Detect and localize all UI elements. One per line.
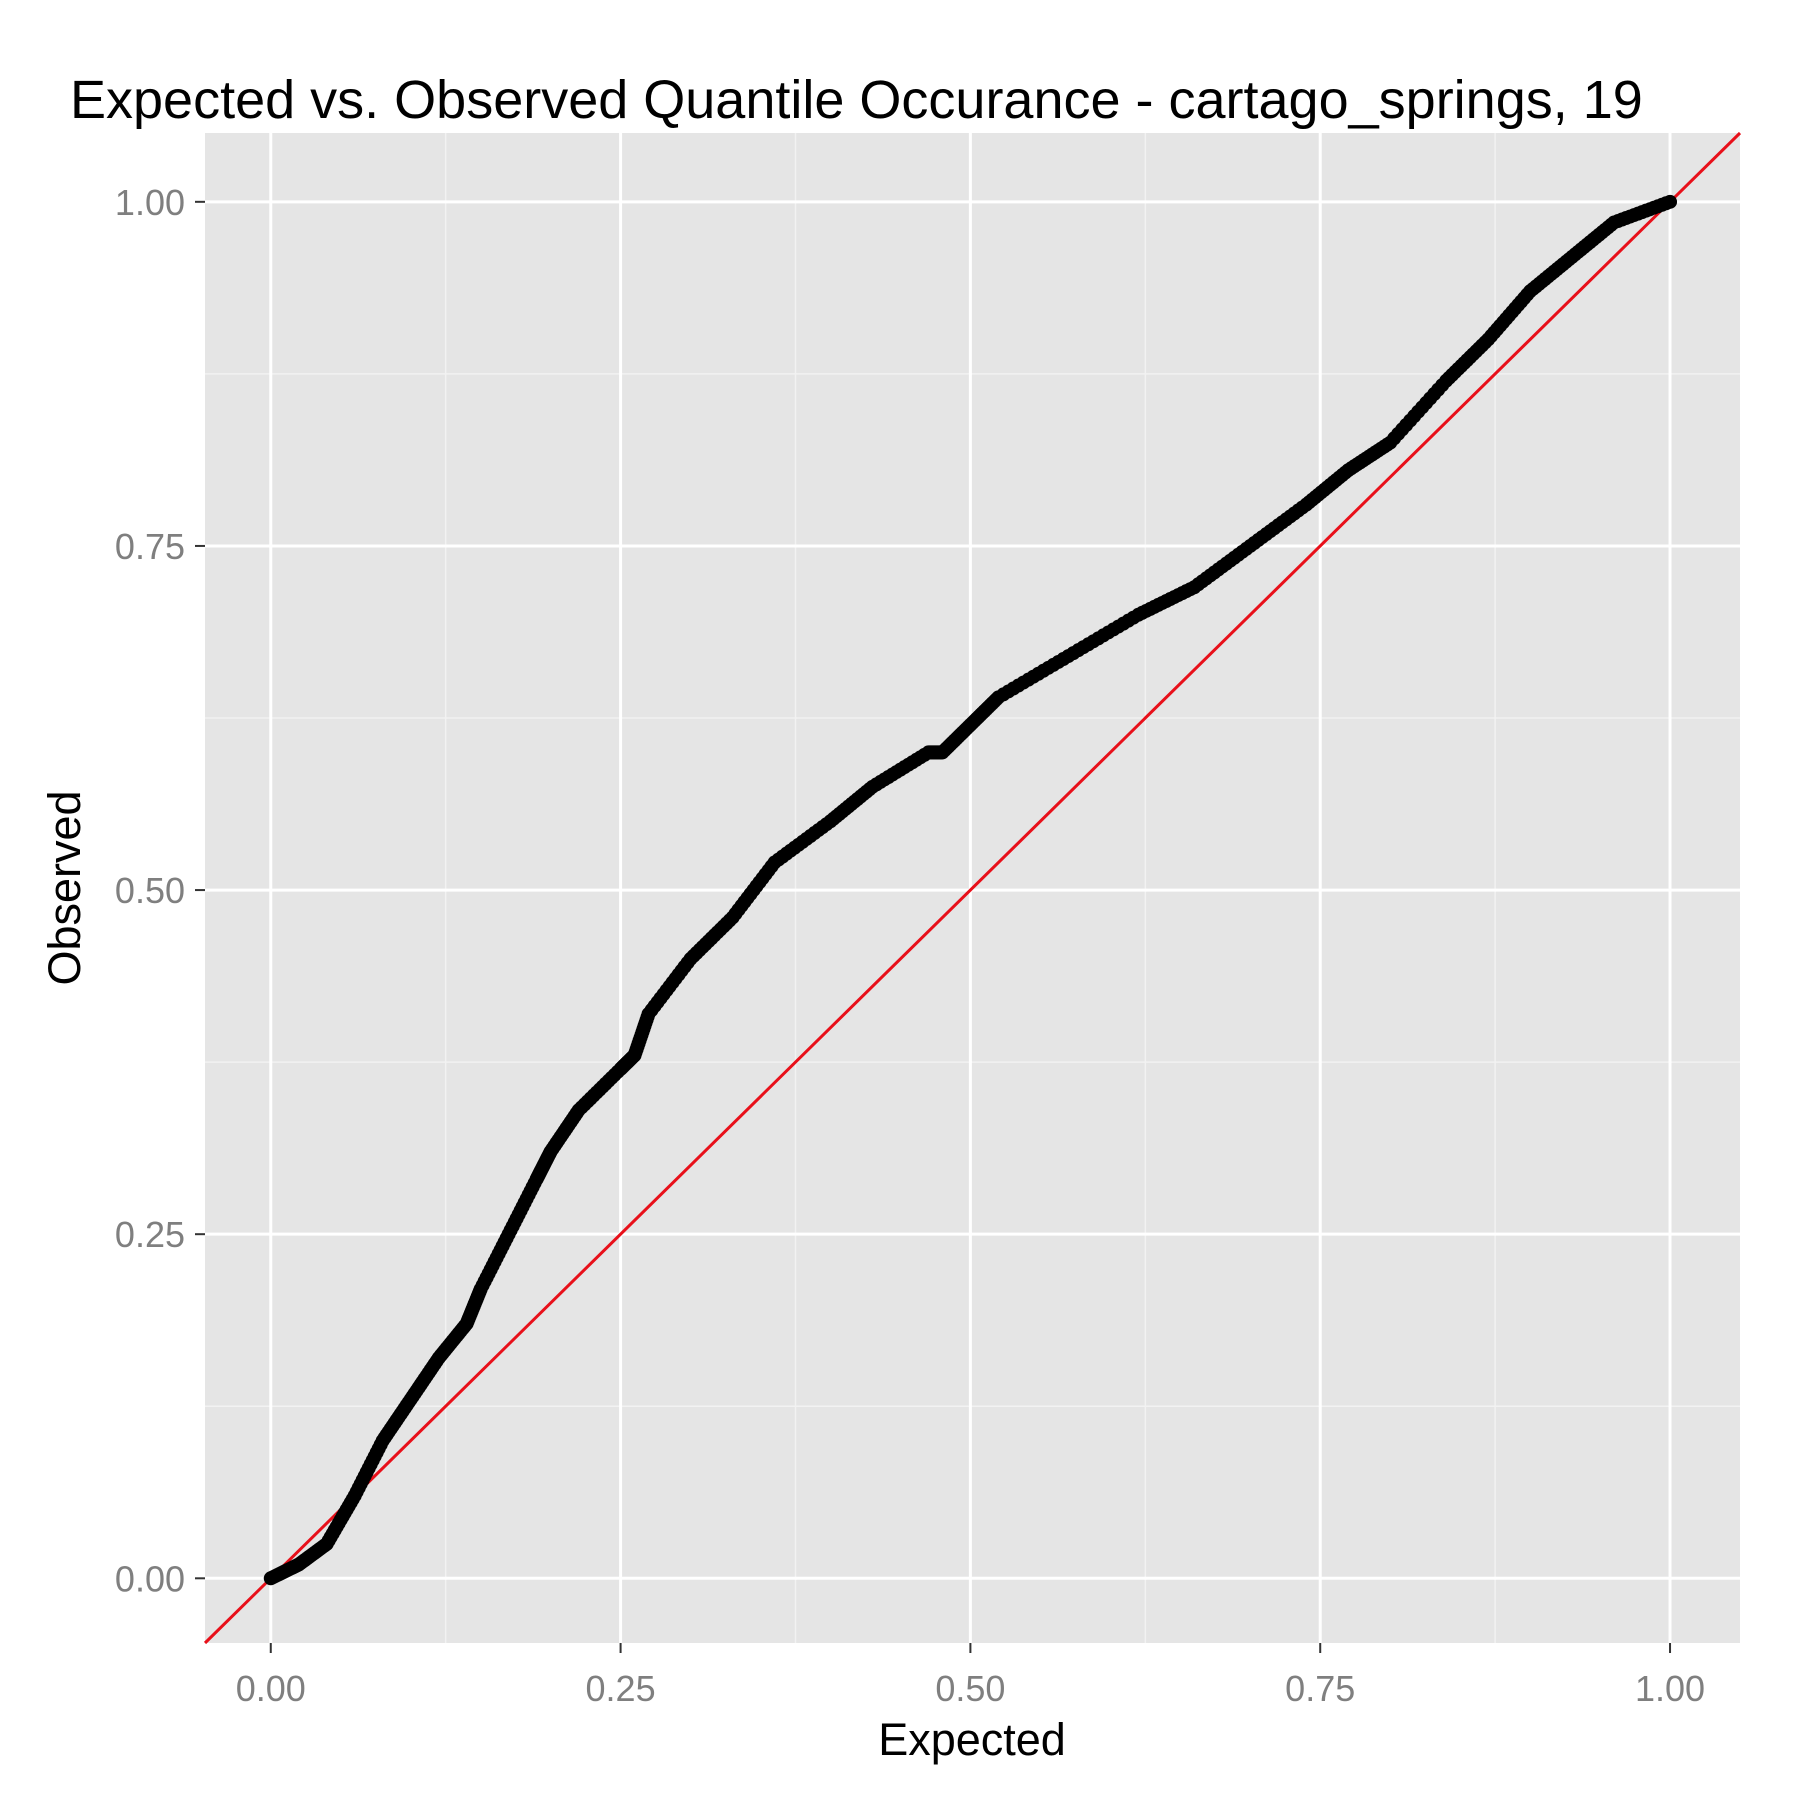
data-points-layer [263,194,1678,1586]
x-tick-label: 1.00 [1635,1668,1705,1709]
y-axis-title: Observed [39,790,90,985]
x-tick-label: 0.75 [1285,1668,1355,1709]
x-tick-label: 0.00 [236,1668,306,1709]
x-axis-title: Expected [878,1714,1066,1765]
reference-line-layer [203,131,1742,1645]
data-point [1663,194,1678,209]
y-tick-label: 0.00 [115,1558,185,1599]
x-tick-label: 0.25 [586,1668,656,1709]
axes: 0.00 0.25 0.50 0.75 1.00 0.00 0.25 0.50 0.75 1.00 [115,182,1705,1709]
y-tick-label: 0.50 [115,870,185,911]
y-tick-label: 0.75 [115,526,185,567]
chart-title: Expected vs. Observed Quantile Occurance… [70,70,1643,130]
y-tick-label: 0.25 [115,1214,185,1255]
y-tick-label: 1.00 [115,182,185,223]
reference-line [203,131,1742,1645]
x-tick-label: 0.50 [935,1668,1005,1709]
